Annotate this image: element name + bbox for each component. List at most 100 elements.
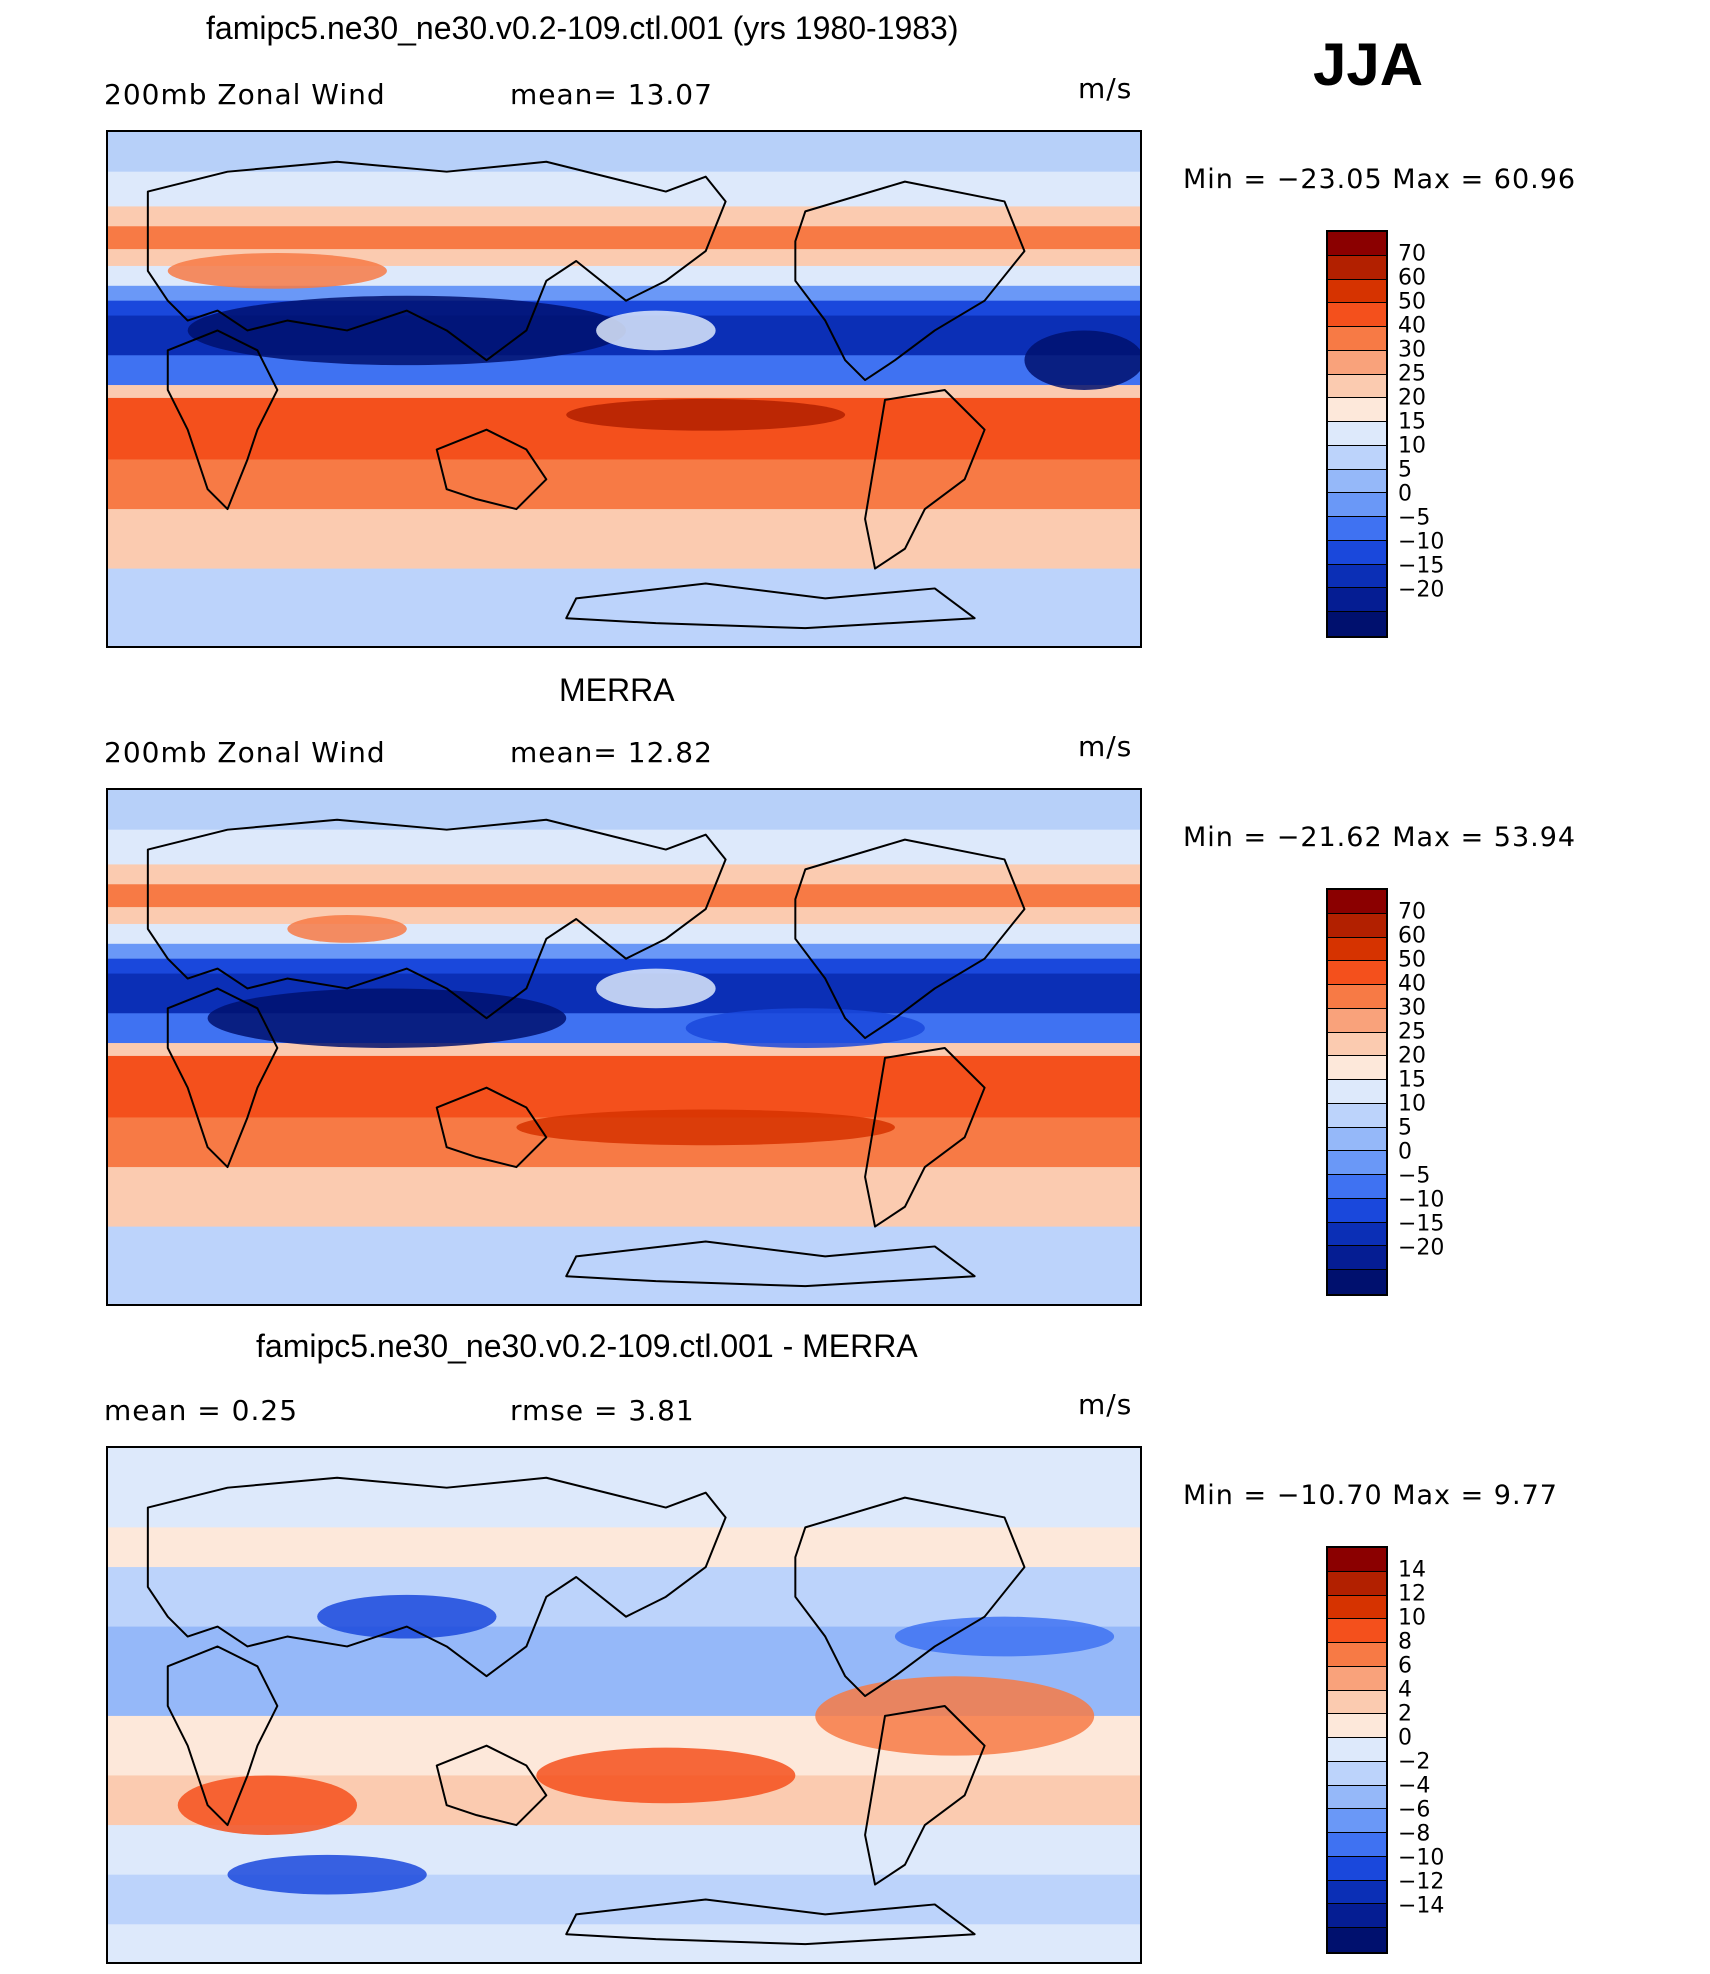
colorbar-swatch xyxy=(1328,303,1386,327)
field-band xyxy=(108,1167,1140,1228)
colorbar-swatch xyxy=(1328,1080,1386,1104)
field-band xyxy=(108,226,1140,251)
panel-1-map xyxy=(106,130,1142,648)
colorbar-tick-label: 30 xyxy=(1398,995,1426,1021)
colorbar-swatch xyxy=(1328,1643,1386,1667)
panel-2-field-label: 200mb Zonal Wind xyxy=(104,736,386,769)
field-band xyxy=(108,171,1140,208)
coastline xyxy=(794,838,1026,1040)
colorbar-swatch xyxy=(1328,1548,1386,1572)
colorbar-swatch xyxy=(1328,469,1386,494)
field-band xyxy=(108,923,1140,945)
colorbar-tick-label: 0 xyxy=(1398,481,1412,507)
colorbar-tick-label: 6 xyxy=(1398,1653,1412,1679)
field-band xyxy=(108,1226,1140,1304)
field-band xyxy=(108,884,1140,909)
colorbar-tick-label: 14 xyxy=(1398,1557,1426,1583)
coastline xyxy=(146,160,727,362)
colorbar-swatch xyxy=(1328,1008,1386,1033)
colorbar-swatch xyxy=(1328,1103,1386,1128)
map-field xyxy=(108,790,1140,1304)
colorbar-swatch xyxy=(1328,1032,1386,1057)
colorbar-swatch xyxy=(1328,1928,1386,1952)
coastline xyxy=(166,1645,279,1827)
field-band xyxy=(108,459,1140,511)
colorbar-swatch xyxy=(1328,1690,1386,1715)
colorbar-tick-label: −10 xyxy=(1398,529,1445,555)
panel-1-minmax: Min = −23.05 Max = 60.96 xyxy=(1183,164,1577,195)
colorbar-tick-label: 2 xyxy=(1398,1701,1412,1727)
coastline xyxy=(435,1744,548,1827)
field-band xyxy=(108,790,1140,831)
colorbar-swatch xyxy=(1328,374,1386,399)
colorbar-swatch xyxy=(1328,985,1386,1009)
colorbar-swatch xyxy=(1328,1619,1386,1643)
coastline xyxy=(794,1496,1026,1698)
field-contour xyxy=(177,1775,358,1835)
field-band xyxy=(108,568,1140,646)
colorbar-tick-label: 0 xyxy=(1398,1725,1412,1751)
colorbar-tick-label: −12 xyxy=(1398,1869,1445,1895)
colorbar-swatch xyxy=(1328,1246,1386,1270)
colorbar-tick-label: −14 xyxy=(1398,1893,1445,1919)
field-band xyxy=(108,355,1140,387)
colorbar-swatch xyxy=(1328,1270,1386,1294)
coastline xyxy=(166,987,279,1169)
colorbar-swatch xyxy=(1328,255,1386,280)
colorbar-swatch xyxy=(1328,1666,1386,1691)
colorbar-swatch xyxy=(1328,961,1386,985)
field-band xyxy=(108,864,1140,886)
colorbar-tick-label: −5 xyxy=(1398,505,1431,531)
coastline xyxy=(864,1047,986,1228)
panel-2-title: MERRA xyxy=(559,672,675,708)
colorbar-tick-label: −2 xyxy=(1398,1749,1431,1775)
field-band xyxy=(108,1448,1140,1529)
field-contour xyxy=(894,1616,1115,1657)
colorbar-tick-label: 8 xyxy=(1398,1629,1412,1655)
colorbar-swatch xyxy=(1328,1856,1386,1881)
colorbar-swatch xyxy=(1328,350,1386,375)
panel-2-minmax: Min = −21.62 Max = 53.94 xyxy=(1183,822,1577,853)
colorbar-swatch xyxy=(1328,540,1386,565)
field-band xyxy=(108,206,1140,228)
panel-1-mean-label: mean= 13.07 xyxy=(510,78,713,111)
coastline xyxy=(146,818,727,1020)
coastline xyxy=(146,1476,727,1678)
colorbar-tick-label: 20 xyxy=(1398,385,1426,411)
field-band xyxy=(108,1055,1140,1119)
colorbar-swatch xyxy=(1328,564,1386,589)
colorbar-tick-label: 25 xyxy=(1398,361,1426,387)
colorbar-swatch xyxy=(1328,232,1386,256)
colorbar-tick-label: 10 xyxy=(1398,1605,1426,1631)
field-band xyxy=(108,1043,1140,1057)
field-band xyxy=(108,1924,1140,1962)
panel-2-colorbar xyxy=(1326,888,1388,1296)
field-contour xyxy=(1024,330,1140,390)
colorbar-swatch xyxy=(1328,1904,1386,1928)
panel-3-minmax: Min = −10.70 Max = 9.77 xyxy=(1183,1480,1558,1511)
colorbar-swatch xyxy=(1328,1714,1386,1738)
field-contour xyxy=(516,1109,895,1146)
coastline xyxy=(166,329,279,511)
field-contour xyxy=(287,915,407,943)
colorbar-swatch xyxy=(1328,612,1386,636)
field-band xyxy=(108,943,1140,960)
colorbar-swatch xyxy=(1328,1127,1386,1152)
colorbar-tick-label: 5 xyxy=(1398,1115,1412,1141)
panel-1-units: m/s xyxy=(1078,72,1133,105)
colorbar-tick-label: −6 xyxy=(1398,1797,1431,1823)
coastline xyxy=(565,582,976,630)
colorbar-swatch xyxy=(1328,1571,1386,1596)
panel-1-title: famipc5.ne30_ne30.v0.2-109.ctl.001 (yrs … xyxy=(206,10,959,46)
colorbar-swatch xyxy=(1328,1880,1386,1905)
field-band xyxy=(108,829,1140,866)
colorbar-tick-label: −15 xyxy=(1398,553,1445,579)
colorbar-tick-label: −8 xyxy=(1398,1821,1431,1847)
colorbar-tick-label: 12 xyxy=(1398,1581,1426,1607)
colorbar-tick-label: −20 xyxy=(1398,1235,1445,1261)
coastline xyxy=(565,1898,976,1946)
colorbar-tick-label: −10 xyxy=(1398,1187,1445,1213)
colorbar-tick-label: 20 xyxy=(1398,1043,1426,1069)
colorbar-tick-label: 60 xyxy=(1398,923,1426,949)
field-contour xyxy=(566,398,846,431)
